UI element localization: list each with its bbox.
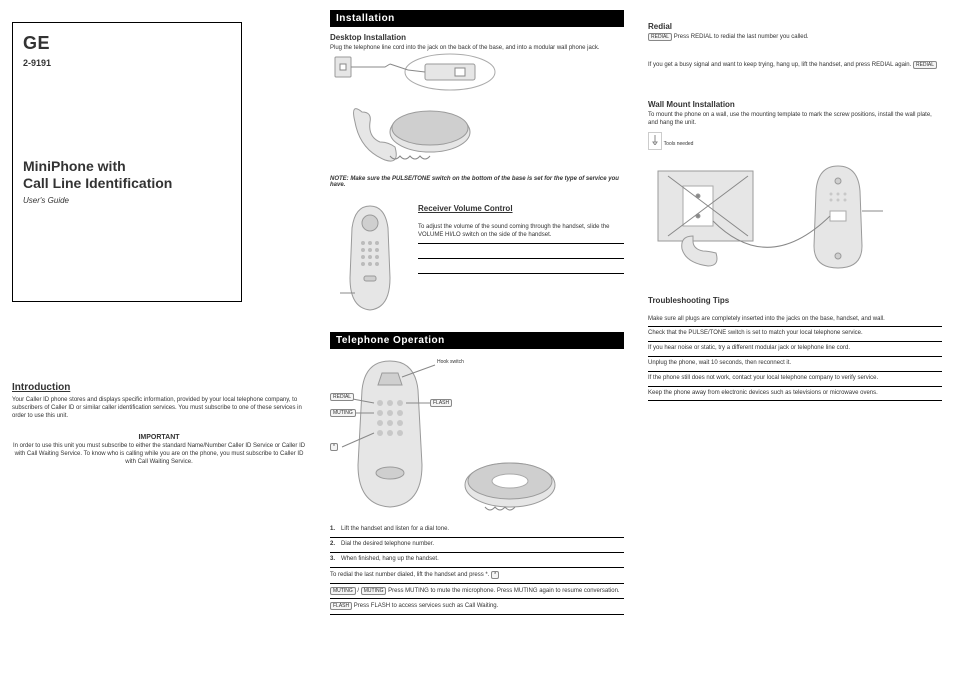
pulse-tone-note: NOTE: Make sure the PULSE/TONE switch on… <box>330 176 624 188</box>
installation-section-bar: Installation <box>330 10 624 27</box>
muting-key-label: MUTING <box>330 409 356 417</box>
wall-mount-illustration <box>648 156 918 276</box>
troubleshoot-row-3: If you hear noise or static, try a diffe… <box>648 345 942 353</box>
column-middle: Installation Desktop Installation Plug t… <box>318 0 636 676</box>
troubleshooting-rows: Make sure all plugs are completely inser… <box>648 313 942 402</box>
star-key-label: * <box>330 443 338 451</box>
redial-keycap-1: REDIAL <box>648 33 672 41</box>
receiver-volume-row: To adjust the volume of the sound coming… <box>418 224 624 240</box>
operation-section-bar: Telephone Operation <box>330 332 624 349</box>
star-keycap-inline: * <box>491 571 499 579</box>
redial-keycap-2: REDIAL <box>913 61 937 69</box>
column-left: GE 2-9191 MiniPhone with Call Line Ident… <box>0 0 318 676</box>
product-title-line1: MiniPhone with <box>23 158 126 174</box>
desktop-install-heading: Desktop Installation <box>330 33 624 42</box>
column-right: Redial REDIAL Press REDIAL to redial the… <box>636 0 954 676</box>
product-title-line2: Call Line Identification <box>23 175 172 191</box>
operation-step-1: Lift the handset and listen for a dial t… <box>341 526 624 534</box>
cover-panel: GE 2-9191 MiniPhone with Call Line Ident… <box>12 22 242 302</box>
base-cradle-illustration <box>455 435 565 525</box>
troubleshoot-row-6: Keep the phone away from electronic devi… <box>648 390 942 398</box>
troubleshoot-row-5: If the phone still does not work, contac… <box>648 375 942 383</box>
product-subtitle: User's Guide <box>23 196 231 205</box>
important-body: In order to use this unit you must subsc… <box>12 443 306 466</box>
brand-logo: GE <box>23 33 231 54</box>
flash-keycap-inline: FLASH <box>330 602 352 610</box>
wall-mount-heading: Wall Mount Installation <box>648 100 942 109</box>
flash-key-label: FLASH <box>430 399 452 407</box>
model-number: 2-9191 <box>23 58 231 68</box>
operation-redial-row: To redial the last number dialed, lift t… <box>330 571 624 580</box>
operation-steps: 1.Lift the handset and listen for a dial… <box>330 523 624 615</box>
redial-body-2: If you get a busy signal and want to kee… <box>648 61 942 69</box>
muting-keycap-inline-1: MUTING <box>330 587 356 595</box>
intro-heading: Introduction <box>12 382 306 393</box>
troubleshooting-heading: Troubleshooting Tips <box>648 296 942 305</box>
receiver-volume-rows: To adjust the volume of the sound coming… <box>418 221 624 273</box>
desktop-install-illustration <box>330 52 550 172</box>
troubleshoot-row-4: Unplug the phone, wait 10 seconds, then … <box>648 360 942 368</box>
screwdriver-icon <box>648 132 662 150</box>
receiver-volume-heading: Receiver Volume Control <box>418 204 624 213</box>
handset-face-illustration <box>330 355 470 515</box>
muting-keycap-inline-2: MUTING <box>361 587 387 595</box>
handset-volume-illustration <box>330 198 410 318</box>
troubleshoot-row-2: Check that the PULSE/TONE switch is set … <box>648 330 942 338</box>
tools-needed-caption: Tools needed <box>664 141 694 147</box>
desktop-install-body: Plug the telephone line cord into the ja… <box>330 44 624 52</box>
intro-body: Your Caller ID phone stores and displays… <box>12 397 306 420</box>
hook-switch-label: Hook switch <box>437 359 464 365</box>
operation-mute-row: MUTING / MUTING Press MUTING to mute the… <box>330 587 624 596</box>
product-title: MiniPhone with Call Line Identification <box>23 158 231 192</box>
operation-step-3: When finished, hang up the handset. <box>341 556 624 564</box>
redial-heading: Redial <box>648 22 942 31</box>
important-heading: IMPORTANT <box>12 434 306 441</box>
operation-flash-row: FLASH Press FLASH to access services suc… <box>330 602 624 611</box>
wall-mount-body: To mount the phone on a wall, use the mo… <box>648 111 942 128</box>
redial-key-label: REDIAL <box>330 393 354 401</box>
troubleshoot-row-1: Make sure all plugs are completely inser… <box>648 316 942 324</box>
redial-body-1: REDIAL Press REDIAL to redial the last n… <box>648 33 942 41</box>
operation-step-2: Dial the desired telephone number. <box>341 541 624 549</box>
